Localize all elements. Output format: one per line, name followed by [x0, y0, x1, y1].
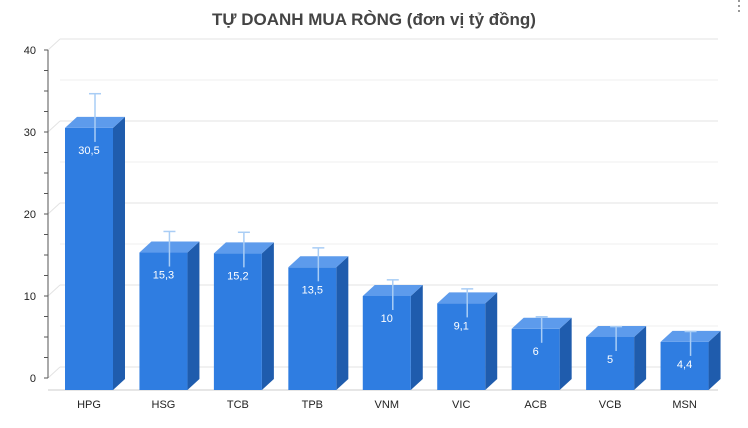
- x-tick-label: HSG: [152, 399, 176, 411]
- error-bar: [163, 230, 176, 267]
- bars: [65, 92, 721, 391]
- data-label: 15,2: [227, 270, 248, 282]
- data-label: 13,5: [302, 284, 323, 296]
- grid-line-depth: [47, 366, 61, 379]
- x-tick-label: TPB: [302, 399, 323, 411]
- grid-line-depth: [47, 284, 61, 297]
- x-tick-label: HPG: [77, 399, 101, 411]
- labels: 0 10 20 30 40 30,5 HPG 15,3 HSG 15,2 TCB 13,5 TPB 10 V…: [24, 45, 697, 411]
- bar-front: [288, 267, 337, 390]
- x-tick-label: MSN: [672, 399, 697, 411]
- bar-side: [559, 317, 572, 390]
- bar-front: [362, 296, 411, 390]
- bar: [586, 326, 647, 390]
- x-tick-label: ACB: [524, 399, 547, 411]
- x-tick-label: TCB: [227, 399, 249, 411]
- bar-side: [634, 326, 647, 390]
- x-tick-label: VIC: [452, 399, 470, 411]
- bar-front: [660, 341, 709, 390]
- bar-side: [113, 116, 125, 391]
- bar: [65, 116, 125, 391]
- y-tick-label: 20: [24, 209, 36, 221]
- bar-side: [336, 256, 349, 390]
- y-tick-label: 40: [24, 45, 36, 57]
- bar-side: [261, 242, 274, 390]
- grid-line-depth: [47, 120, 61, 133]
- error-bar: [461, 288, 474, 318]
- error-bar: [312, 247, 325, 282]
- x-tick-label: VNM: [375, 399, 399, 411]
- bar-side: [485, 292, 498, 390]
- error-bar: [535, 315, 548, 343]
- x-tick-label: VCB: [599, 399, 622, 411]
- error-bar: [386, 279, 399, 310]
- bar: [213, 242, 274, 390]
- data-label: 5: [607, 354, 613, 366]
- data-label: 6: [533, 346, 539, 358]
- error-bar: [610, 325, 623, 351]
- bar-side: [708, 330, 721, 390]
- bar: [437, 292, 498, 390]
- bar-front: [213, 253, 262, 390]
- data-label: 30,5: [78, 145, 99, 157]
- bar: [362, 285, 423, 390]
- error-bar: [237, 231, 250, 268]
- bar-side: [410, 285, 423, 390]
- bar: [660, 330, 721, 390]
- y-tick-label: 10: [24, 291, 36, 303]
- bar-front: [65, 127, 113, 391]
- bar-front: [437, 303, 486, 390]
- y-tick-label: 0: [30, 373, 36, 385]
- bar: [511, 317, 572, 390]
- error-bar: [684, 330, 697, 356]
- data-label: 10: [381, 313, 393, 325]
- bar: [139, 241, 200, 390]
- grid-line-depth: [47, 38, 61, 51]
- data-label: 15,3: [153, 270, 174, 282]
- bar-front: [139, 252, 188, 390]
- data-label: 9,1: [454, 320, 469, 332]
- y-tick-label: 30: [24, 127, 36, 139]
- bar-front: [511, 328, 560, 390]
- error-bar: [89, 92, 101, 142]
- grid-line-depth: [47, 202, 61, 215]
- bar: [288, 256, 349, 390]
- data-label: 4,4: [677, 359, 692, 371]
- more-options-icon[interactable]: [736, 0, 742, 16]
- bar-side: [187, 241, 200, 390]
- bar-front: [586, 337, 635, 390]
- chart-title: TỰ DOANH MUA RÒNG (đơn vị tỷ đồng): [212, 10, 536, 29]
